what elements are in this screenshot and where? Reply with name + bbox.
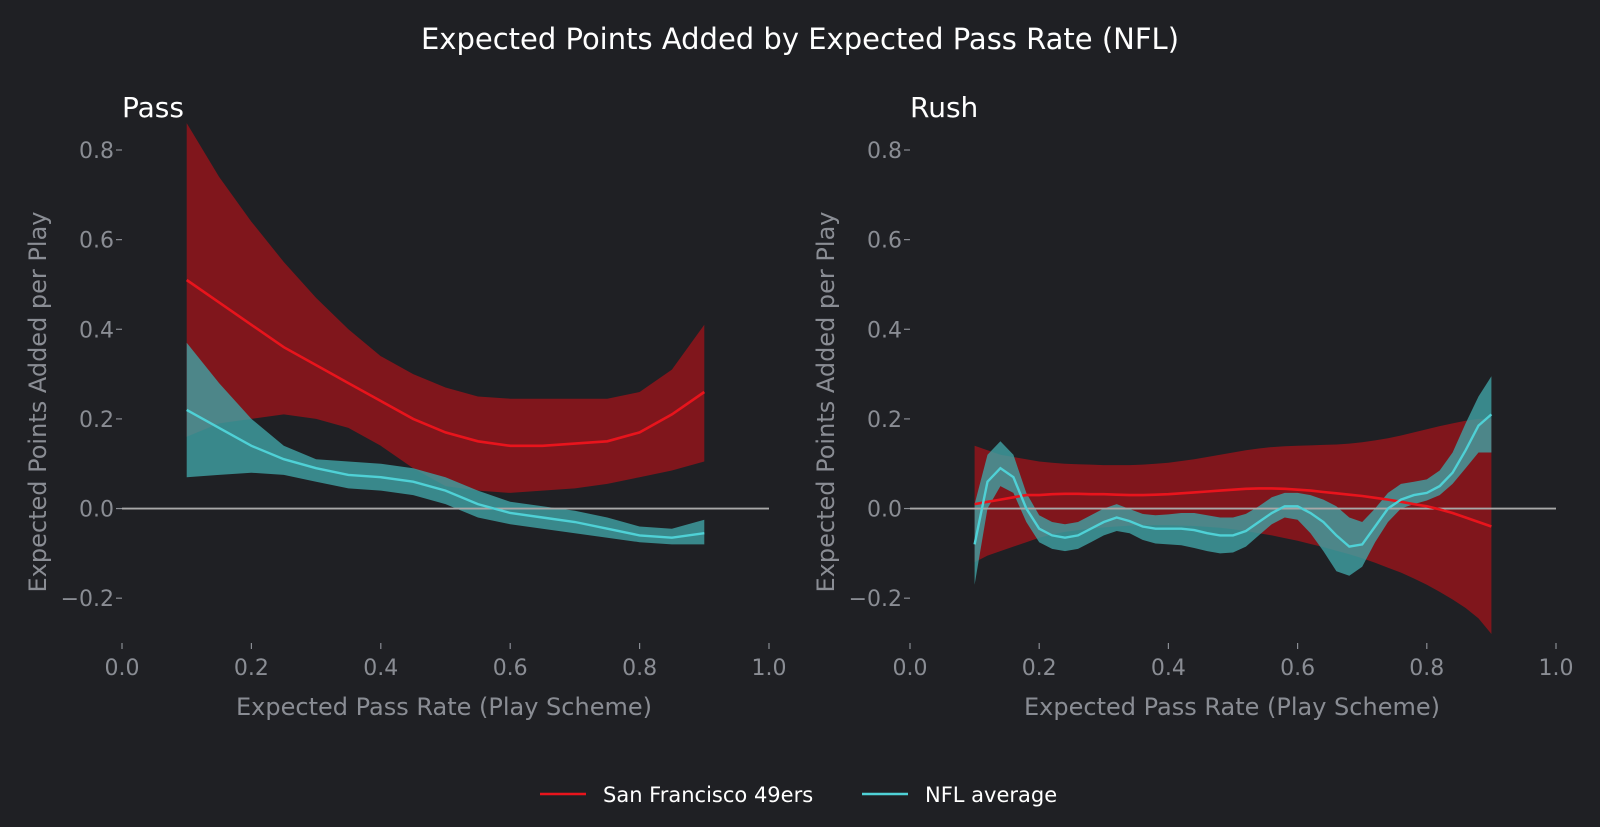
x-tick-label: 0.0 <box>893 656 928 681</box>
x-tick-label: 0.2 <box>1022 656 1057 681</box>
y-tick-label: 0.4 <box>79 318 114 343</box>
x-tick-label: 0.8 <box>1409 656 1444 681</box>
y-tick-label: 0.2 <box>79 408 114 433</box>
x-tick-label: 1.0 <box>752 656 787 681</box>
y-tick-label: 0.4 <box>867 318 902 343</box>
y-tick-label: 0.2 <box>867 408 902 433</box>
y-tick-label: 0.6 <box>79 229 114 254</box>
x-tick-label: 0.0 <box>105 656 140 681</box>
chart-title: Expected Points Added by Expected Pass R… <box>421 22 1179 56</box>
team-series-line <box>974 487 1492 528</box>
x-tick-label: 0.6 <box>1280 656 1315 681</box>
league-confidence-band <box>186 342 705 545</box>
y-axis-label-pass: Expected Points Added per Play <box>24 212 52 593</box>
league-confidence-band <box>974 376 1492 585</box>
y-tick-label: 0.8 <box>867 139 902 164</box>
x-tick-label: 0.4 <box>1151 656 1186 681</box>
legend-label-league: NFL average <box>925 783 1057 807</box>
team-series-line <box>185 278 706 448</box>
y-tick-label: −0.2 <box>61 587 114 612</box>
y-tick-label: 0.8 <box>79 139 114 164</box>
y-tick-label: 0.0 <box>867 498 902 523</box>
panel-pass: Pass Expected Pass Rate (Play Scheme) Ex… <box>24 91 787 721</box>
legend-label-team: San Francisco 49ers <box>603 783 813 807</box>
panel-title-pass: Pass <box>122 91 184 124</box>
y-tick-label: 0.0 <box>79 498 114 523</box>
x-axis-label-rush: Expected Pass Rate (Play Scheme) <box>1024 693 1440 721</box>
x-tick-label: 0.6 <box>493 656 528 681</box>
y-tick-label: 0.6 <box>867 229 902 254</box>
league-series-line <box>186 408 705 539</box>
x-axis-label-pass: Expected Pass Rate (Play Scheme) <box>236 693 652 721</box>
x-tick-label: 0.8 <box>622 656 657 681</box>
x-tick-label: 1.0 <box>1539 656 1574 681</box>
panel-rush: Rush Expected Pass Rate (Play Scheme) Ex… <box>812 91 1574 721</box>
y-axis-label-rush: Expected Points Added per Play <box>812 212 840 593</box>
x-tick-label: 0.4 <box>363 656 398 681</box>
legend: San Francisco 49ers NFL average <box>540 783 1057 807</box>
x-tick-label: 0.2 <box>234 656 269 681</box>
league-series-line <box>973 413 1493 548</box>
team-confidence-band <box>186 123 705 493</box>
panel-title-rush: Rush <box>910 91 978 124</box>
y-tick-label: −0.2 <box>849 587 902 612</box>
